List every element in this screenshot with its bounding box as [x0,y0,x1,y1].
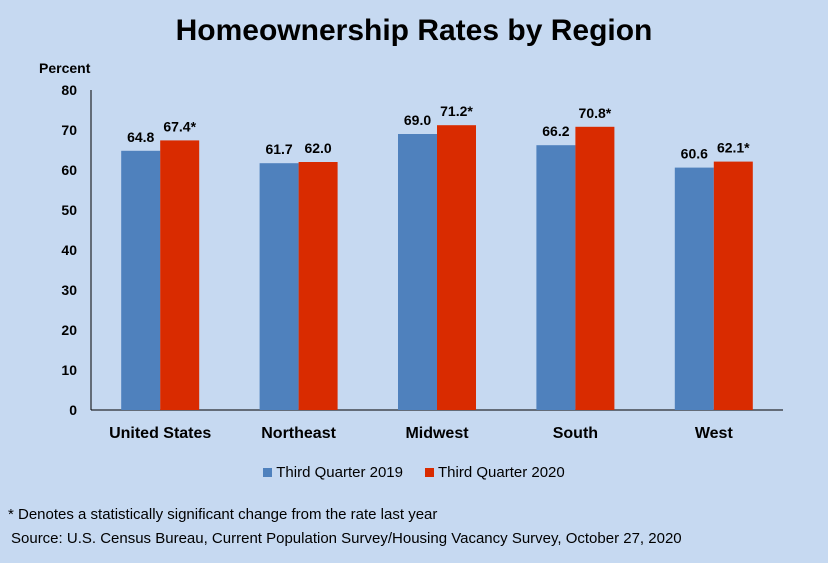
x-tick-label-west: West [695,425,734,442]
bar-midwest-2019 [398,134,437,410]
chart-title: Homeownership Rates by Region [175,14,653,47]
x-tick-label-south: South [553,425,598,442]
y-tick-label-40: 40 [61,242,77,258]
y-tick-label-60: 60 [61,162,77,178]
data-label-south-2019: 66.2 [542,123,569,139]
data-label-west-2020: 62.1* [717,140,750,156]
bar-west-2019 [674,167,714,410]
bar-west-2020 [713,161,753,410]
y-tick-label-80: 80 [61,82,77,98]
bar-northeast-2020 [298,162,338,410]
y-tick-label-10: 10 [61,362,77,378]
bar-south-2019 [536,145,576,410]
bar-midwest-2020 [437,125,476,410]
data-label-northeast-2019: 61.7 [265,141,292,157]
legend-swatch-2020 [425,468,434,477]
data-label-united-states-2019: 64.8 [127,129,154,145]
y-tick-label-30: 30 [61,282,77,298]
legend-item-2020: Third Quarter 2020 [425,464,565,481]
bar-south-2020 [575,126,615,411]
y-tick-label-20: 20 [61,322,77,338]
legend-swatch-2019 [263,468,273,477]
data-label-midwest-2020: 71.2* [440,103,473,119]
data-label-south-2020: 70.8* [579,105,612,121]
x-tick-label-northeast: Northeast [261,425,336,442]
bar-united-states-2020 [160,140,200,410]
legend: Third Quarter 2019 Third Quarter 2020 [0,464,828,481]
data-label-united-states-2020: 67.4* [163,118,196,134]
y-axis-label: Percent [39,60,91,76]
y-tick-label-0: 0 [69,402,77,418]
legend-label-2020: Third Quarter 2020 [438,464,565,481]
legend-label-2019: Third Quarter 2019 [276,464,403,481]
y-tick-label-70: 70 [61,122,77,138]
data-label-midwest-2019: 69.0 [404,112,431,128]
bar-united-states-2019 [121,150,161,411]
footnote: * Denotes a statistically significant ch… [8,506,438,523]
y-tick-label-50: 50 [61,202,77,218]
data-label-west-2019: 60.6 [681,146,708,162]
x-tick-label-midwest: Midwest [405,425,469,442]
bar-northeast-2019 [259,163,299,410]
x-tick-label-united-states: United States [109,425,211,442]
data-label-northeast-2020: 62.0 [304,140,331,156]
legend-item-2019: Third Quarter 2019 [263,464,403,481]
source-note: Source: U.S. Census Bureau, Current Popu… [11,530,682,547]
